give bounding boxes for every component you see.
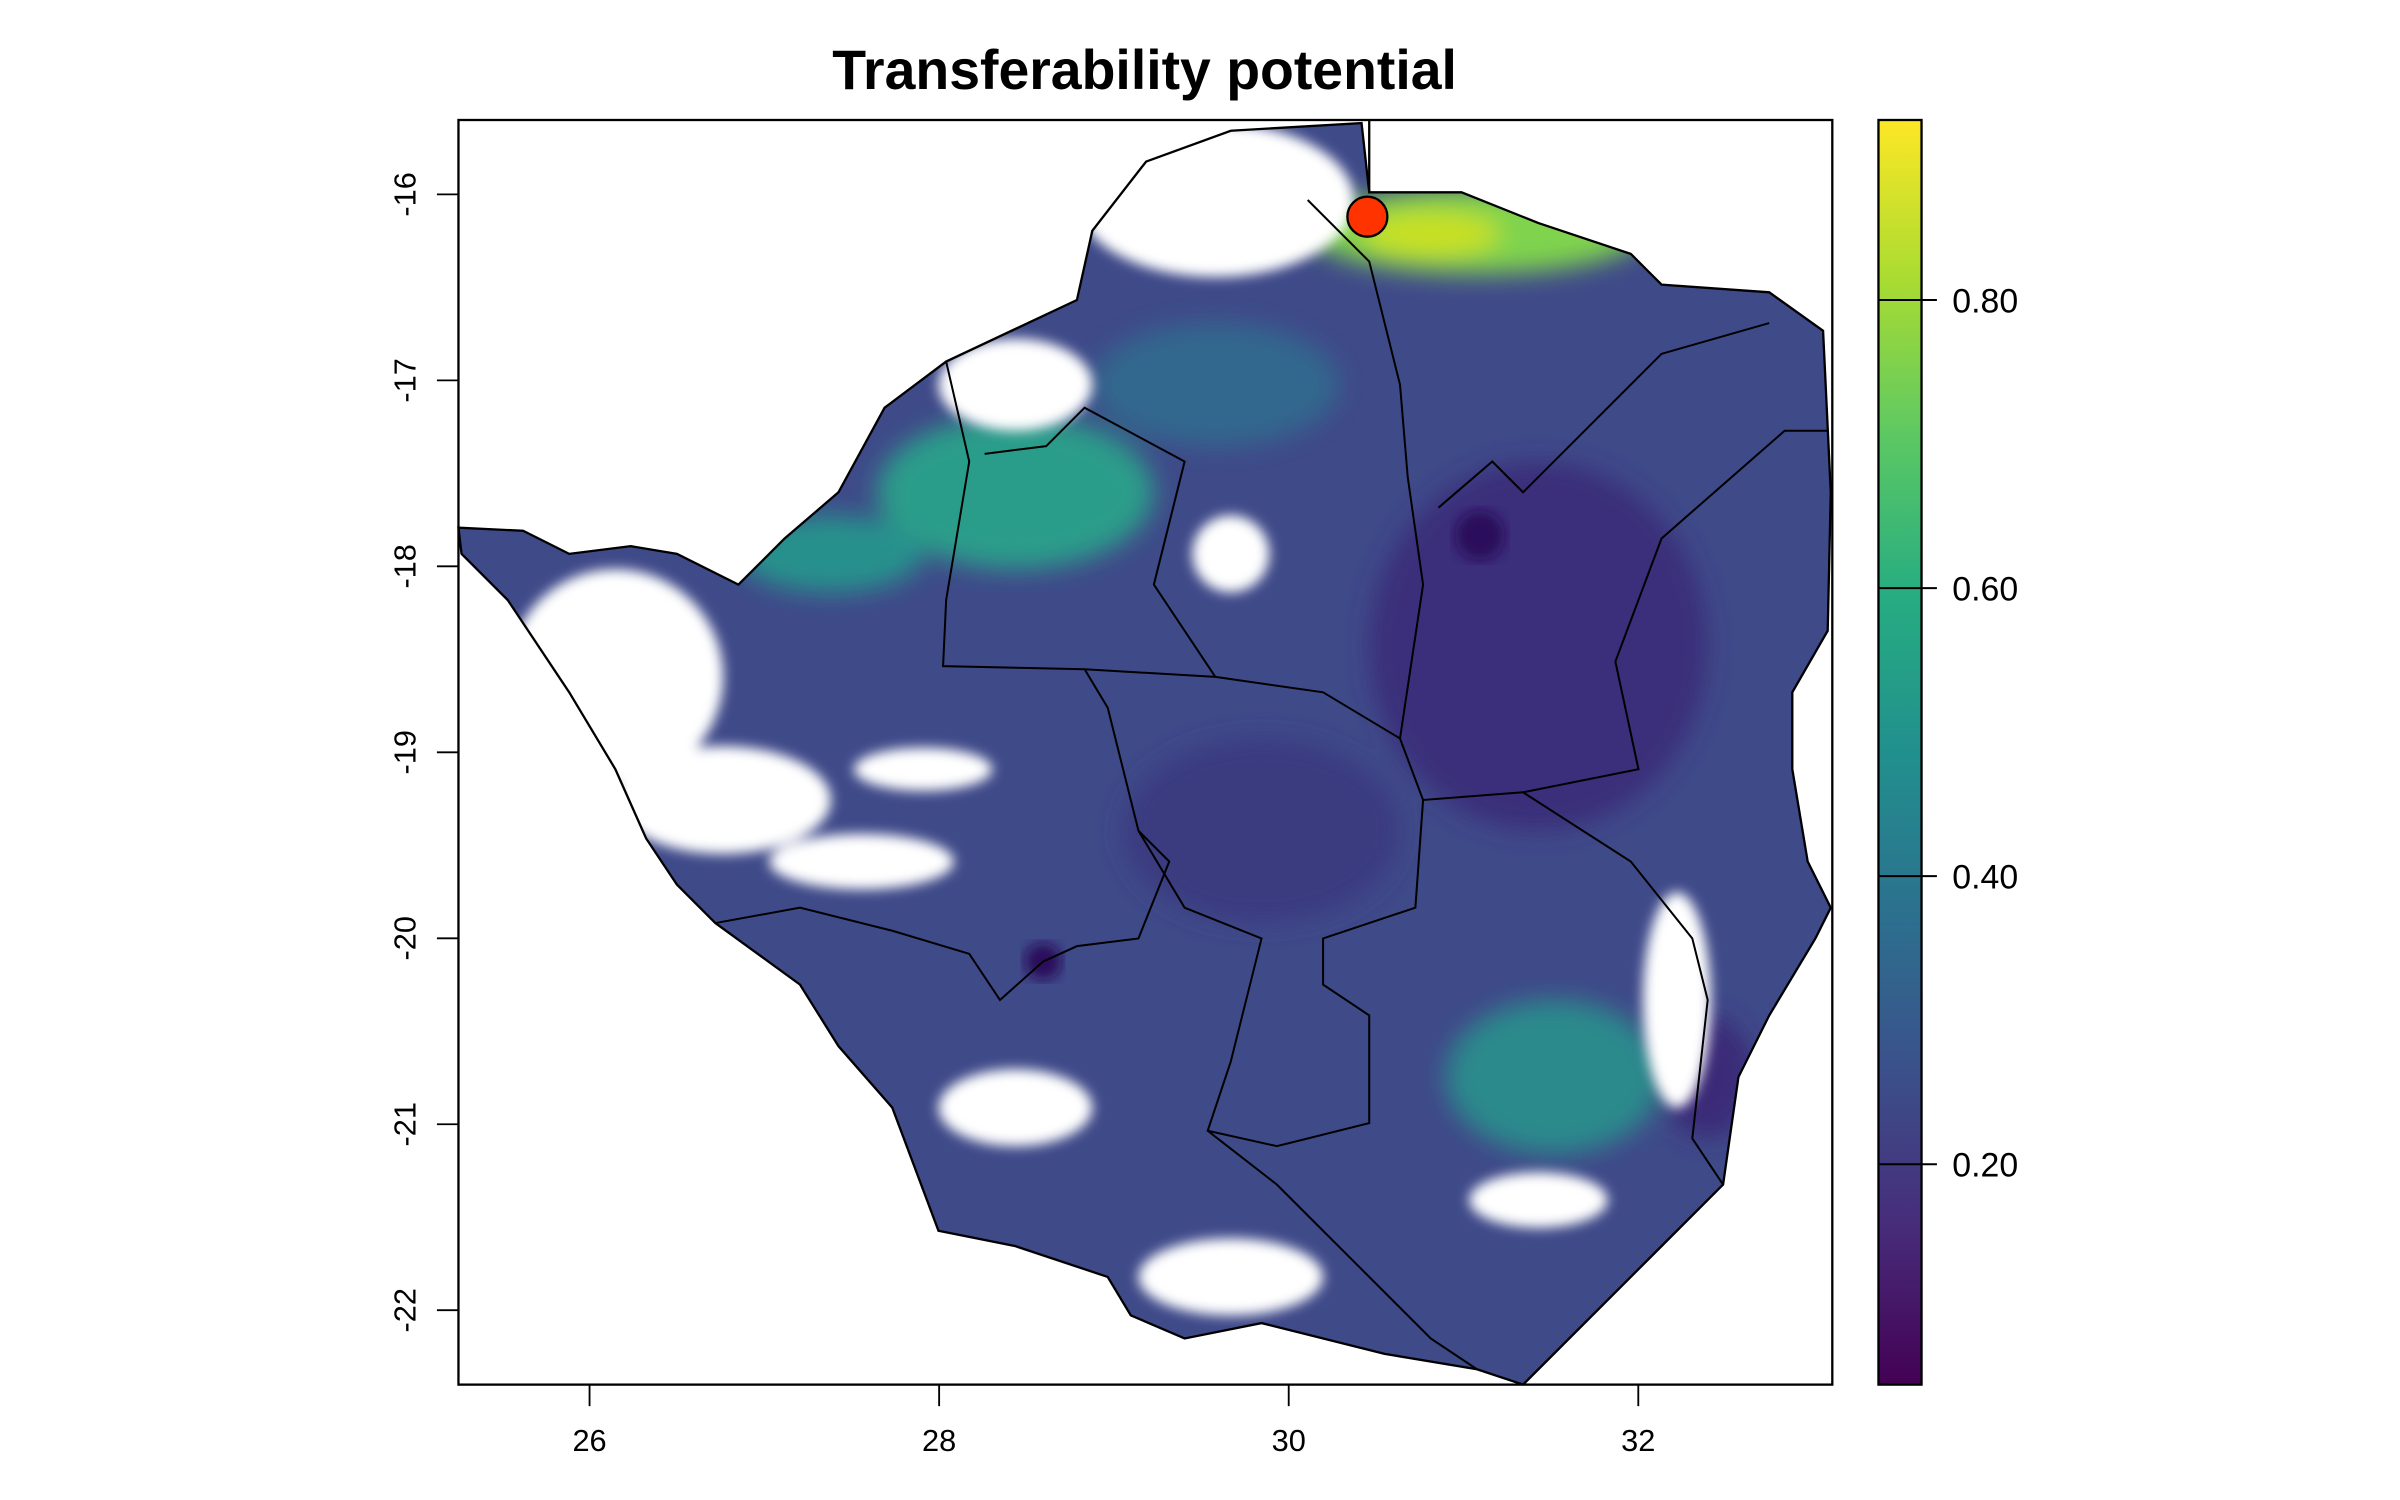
colorbar-tick-label: 0.20 <box>1952 1147 2018 1185</box>
x-tick-label: 26 <box>572 1423 606 1458</box>
nodata-west-4 <box>853 747 993 791</box>
country-outline <box>457 121 1833 1386</box>
y-tick-label: -22 <box>387 1288 422 1332</box>
nodata-south-1 <box>1138 1238 1324 1316</box>
y-tick-label: -21 <box>387 1102 422 1146</box>
colorbar-tick-label: 0.40 <box>1952 858 2018 896</box>
nodata-east <box>1643 892 1711 1108</box>
y-axis: -16 -17 -18 -19 -20 -21 -22 <box>387 172 459 1332</box>
nodata-west-2 <box>615 746 831 854</box>
nodata-north-1 <box>1076 123 1354 277</box>
raster-mid-north <box>1092 323 1339 447</box>
raster-teal-southeast <box>1446 1000 1662 1154</box>
raster-variation <box>507 123 1754 1316</box>
colorbar-tick-label: 0.60 <box>1952 570 2018 608</box>
province-borders <box>715 199 1828 1371</box>
raster-teal-northwest <box>876 415 1154 570</box>
y-tick-label: -20 <box>387 916 422 960</box>
y-tick-label: -19 <box>387 730 422 774</box>
raster-dark-east <box>1369 461 1708 831</box>
colorbar: 0.20 0.40 0.60 0.80 <box>1877 118 2018 1386</box>
map-layer <box>457 120 1833 1386</box>
y-tick-label: -17 <box>387 358 422 402</box>
nodata-north-2 <box>938 338 1093 431</box>
nodata-south-2 <box>938 1069 1093 1147</box>
harare-dark-spot <box>1455 510 1505 560</box>
x-tick-label: 32 <box>1621 1423 1655 1458</box>
colorbar-gradient <box>1877 118 1923 1386</box>
x-axis: 26 28 30 32 <box>572 1384 1655 1458</box>
highlight-point <box>1346 195 1389 238</box>
nodata-west-3 <box>769 833 954 890</box>
y-tick-label: -18 <box>387 544 422 588</box>
x-tick-label: 28 <box>922 1423 956 1458</box>
raster-peak-north <box>1361 210 1500 257</box>
raster-dark-center <box>1123 738 1400 924</box>
raster-teal-west <box>738 515 924 593</box>
nodata-center <box>1192 515 1270 593</box>
nodata-southeast <box>1469 1172 1608 1228</box>
chart-title: Transferability potential <box>832 39 1457 101</box>
colorbar-ticks: 0.20 0.40 0.60 0.80 <box>1878 282 2018 1185</box>
colorbar-tick-label: 0.80 <box>1952 282 2018 320</box>
x-tick-label: 30 <box>1272 1423 1306 1458</box>
y-tick-label: -16 <box>387 172 422 216</box>
